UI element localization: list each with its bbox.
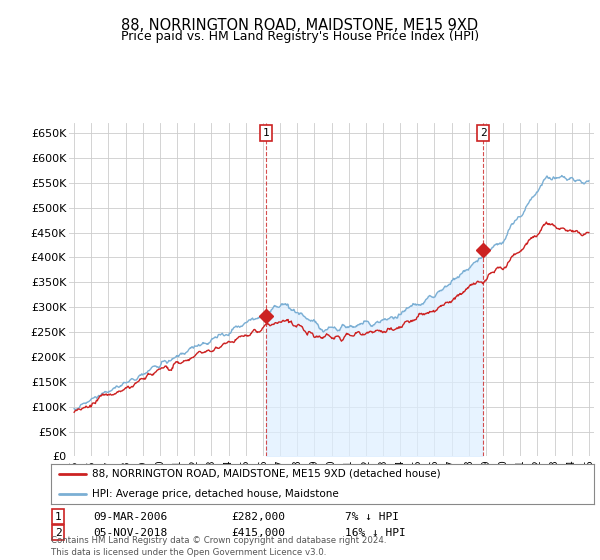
- Text: Contains HM Land Registry data © Crown copyright and database right 2024.
This d: Contains HM Land Registry data © Crown c…: [51, 536, 386, 557]
- Text: HPI: Average price, detached house, Maidstone: HPI: Average price, detached house, Maid…: [92, 489, 338, 499]
- Text: Price paid vs. HM Land Registry's House Price Index (HPI): Price paid vs. HM Land Registry's House …: [121, 30, 479, 43]
- Text: 1: 1: [263, 128, 269, 138]
- Text: £282,000: £282,000: [231, 512, 285, 522]
- Text: 2: 2: [55, 528, 62, 538]
- Text: 05-NOV-2018: 05-NOV-2018: [93, 528, 167, 538]
- Text: 7% ↓ HPI: 7% ↓ HPI: [345, 512, 399, 522]
- Text: £415,000: £415,000: [231, 528, 285, 538]
- Text: 09-MAR-2006: 09-MAR-2006: [93, 512, 167, 522]
- Text: 16% ↓ HPI: 16% ↓ HPI: [345, 528, 406, 538]
- Text: 88, NORRINGTON ROAD, MAIDSTONE, ME15 9XD: 88, NORRINGTON ROAD, MAIDSTONE, ME15 9XD: [121, 18, 479, 33]
- Text: 88, NORRINGTON ROAD, MAIDSTONE, ME15 9XD (detached house): 88, NORRINGTON ROAD, MAIDSTONE, ME15 9XD…: [92, 469, 440, 479]
- Text: 2: 2: [480, 128, 487, 138]
- Text: 1: 1: [55, 512, 62, 522]
